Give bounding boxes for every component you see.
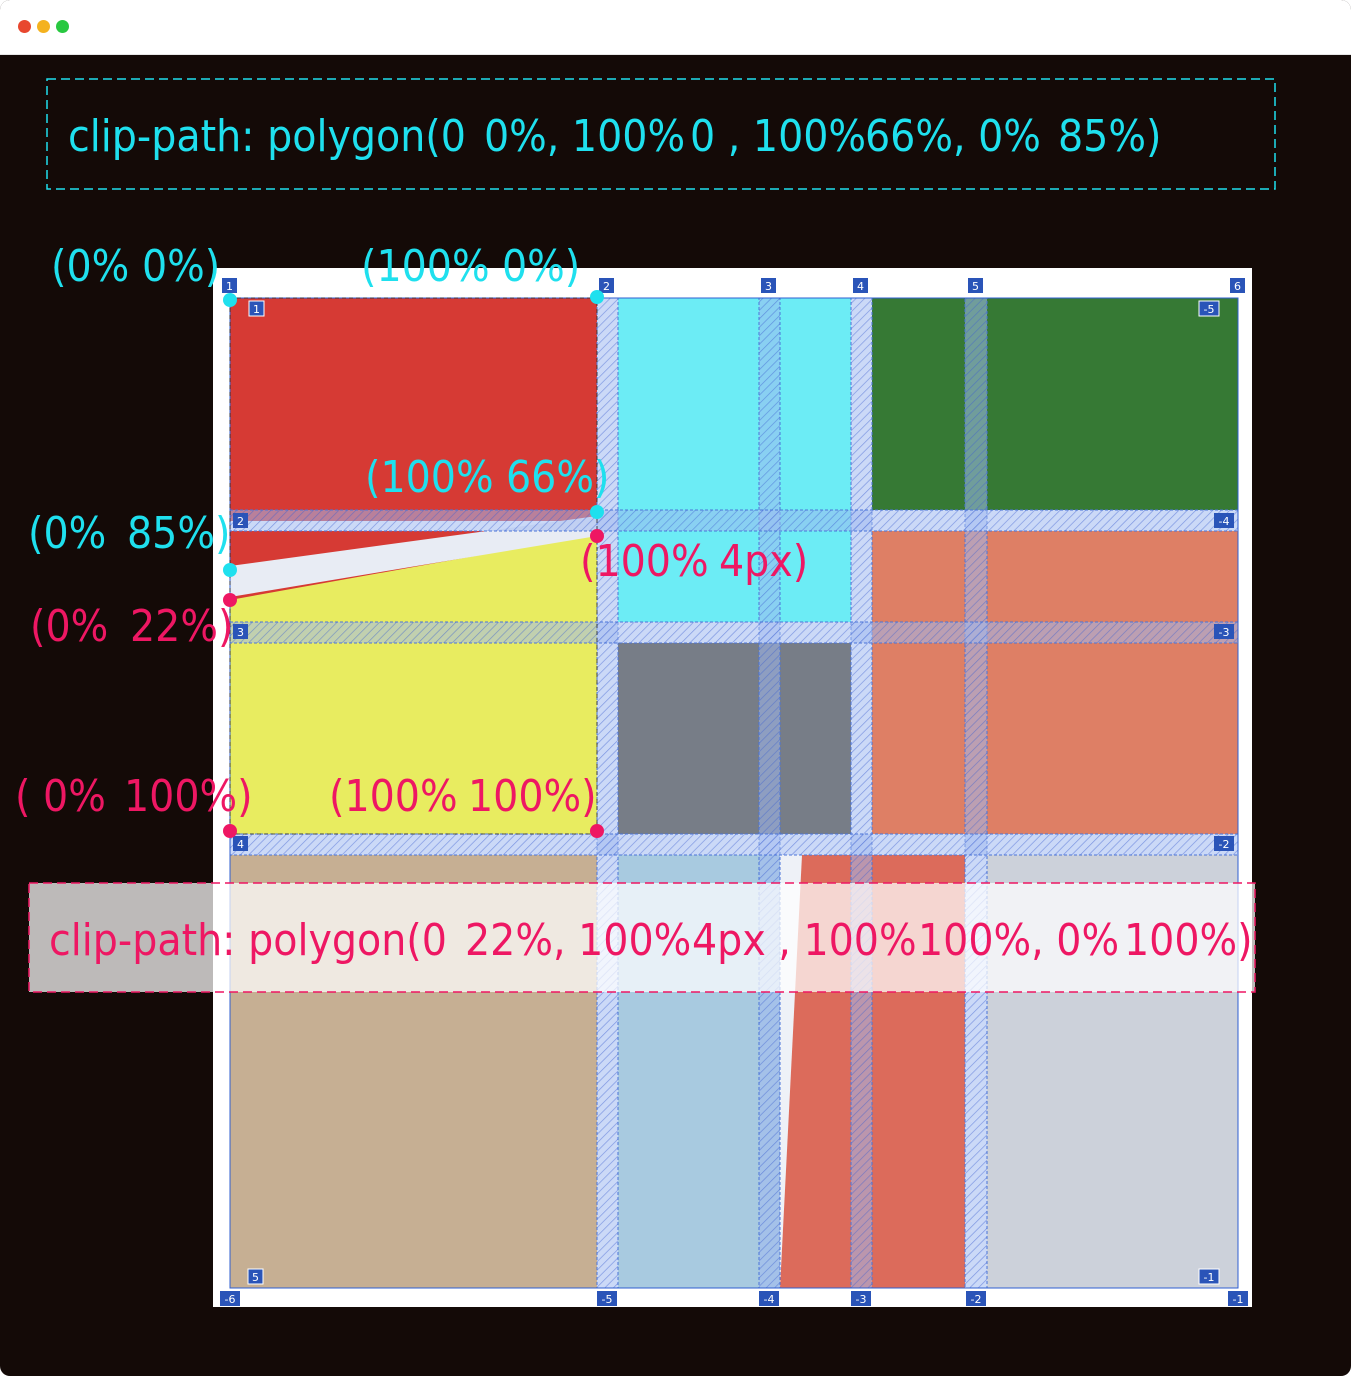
title-bar [0, 0, 1351, 55]
bottom-clip-path-code: clip-path: polygon(0 22%, 100% 4px , 100… [49, 915, 1253, 966]
top-clip-path-box: clip-path: polygon(0 0%, 100% 0 , 100% 6… [46, 78, 1276, 190]
row-badge-right-5: -1 [1198, 1268, 1220, 1285]
cell-red [230, 298, 597, 521]
cyan-point-labels: (0% 0%) (100% 0%) (100% 66%) (0% 85%) [28, 241, 609, 559]
grid-line-badges: 1 2 3 4 5 6 -6 -5 -4 -3 -2 -1 1 2 3 4 5 … [220, 278, 1248, 1306]
svg-text:1: 1 [226, 280, 233, 293]
col-badge-top-2: 2 [599, 278, 614, 293]
col-badge-bottom-5: -2 [966, 1291, 986, 1306]
svg-text:1: 1 [253, 303, 260, 316]
svg-text:5: 5 [972, 280, 979, 293]
cell-dark-green [872, 298, 1238, 510]
svg-text:-4: -4 [764, 1293, 775, 1306]
svg-text:2: 2 [237, 515, 244, 528]
label-pink-q0: (100% 4px) [580, 536, 808, 587]
polygon-vertices [223, 290, 604, 838]
svg-text:-3: -3 [856, 1293, 867, 1306]
svg-text:-2: -2 [971, 1293, 982, 1306]
vertex-pink-q0 [590, 529, 604, 543]
svg-text:2: 2 [603, 280, 610, 293]
vertex-pink-q1 [223, 593, 237, 607]
row-badge-right-3: -3 [1214, 624, 1234, 639]
bottom-clip-path-box: clip-path: polygon(0 22%, 100% 4px , 100… [28, 882, 1256, 993]
row-badge-left-4: 4 [233, 836, 248, 851]
row-badge-right-1: -5 [1198, 300, 1220, 317]
row-badge-right-2: -4 [1214, 513, 1234, 528]
col-badge-bottom-6: -1 [1228, 1291, 1248, 1306]
clipped-item-outline [229, 297, 598, 835]
maximize-window-icon[interactable] [56, 20, 69, 33]
col-badge-bottom-2: -5 [597, 1291, 617, 1306]
vertex-cyan-p2 [590, 505, 604, 519]
grid-gaps [229, 297, 1239, 1289]
svg-text:4: 4 [857, 280, 864, 293]
label-pink-q1: (0% 22%) [30, 601, 233, 652]
row-badge-left-1: 1 [248, 300, 265, 317]
svg-text:-3: -3 [1219, 626, 1230, 639]
svg-text:4: 4 [237, 838, 244, 851]
cell-gray [618, 643, 851, 834]
svg-text:3: 3 [765, 280, 772, 293]
col-badge-top-1: 1 [222, 278, 237, 293]
col-badge-bottom-4: -3 [851, 1291, 871, 1306]
close-window-icon[interactable] [18, 20, 31, 33]
svg-text:-2: -2 [1219, 838, 1230, 851]
svg-text:6: 6 [1234, 280, 1241, 293]
svg-text:-1: -1 [1204, 1271, 1215, 1284]
row-badge-right-4: -2 [1214, 836, 1234, 851]
row-badge-left-5: 5 [247, 1268, 264, 1285]
top-clip-path-code: clip-path: polygon(0 0%, 100% 0 , 100% 6… [68, 111, 1161, 162]
pink-point-labels: (100% 4px) (0% 22%) ( 0% 100%) (100% 100%) [15, 536, 808, 822]
clip-gap-strip [230, 516, 597, 597]
label-cyan-p0: (0% 0%) [51, 241, 220, 292]
vertex-cyan-p3 [223, 563, 237, 577]
col-badge-top-6: 6 [1230, 278, 1245, 293]
label-pink-q2: ( 0% 100%) [15, 771, 253, 822]
svg-text:-4: -4 [1219, 515, 1230, 528]
svg-text:3: 3 [237, 626, 244, 639]
svg-text:-6: -6 [225, 1293, 236, 1306]
label-cyan-p2: (100% 66%) [365, 452, 609, 503]
label-cyan-p3: (0% 85%) [28, 508, 230, 559]
vertex-cyan-p0 [223, 293, 237, 307]
minimize-window-icon[interactable] [37, 20, 50, 33]
cell-salmon [872, 531, 1238, 834]
col-badge-top-4: 4 [853, 278, 868, 293]
svg-text:-5: -5 [1204, 303, 1215, 316]
col-badge-top-3: 3 [761, 278, 776, 293]
vertex-cyan-p1 [590, 290, 604, 304]
col-badge-bottom-3: -4 [759, 1291, 779, 1306]
label-pink-q3: (100% 100%) [329, 771, 597, 822]
row-badge-left-3: 3 [233, 624, 248, 639]
row-badge-left-2: 2 [233, 513, 248, 528]
cell-light-cyan [618, 298, 851, 622]
vertex-pink-q3 [590, 824, 604, 838]
label-cyan-p1: (100% 0%) [361, 241, 580, 292]
svg-text:-5: -5 [602, 1293, 613, 1306]
col-badge-top-5: 5 [968, 278, 983, 293]
svg-text:-1: -1 [1233, 1293, 1244, 1306]
svg-text:5: 5 [252, 1271, 259, 1284]
vertex-pink-q2 [223, 824, 237, 838]
col-badge-bottom-1: -6 [220, 1291, 240, 1306]
